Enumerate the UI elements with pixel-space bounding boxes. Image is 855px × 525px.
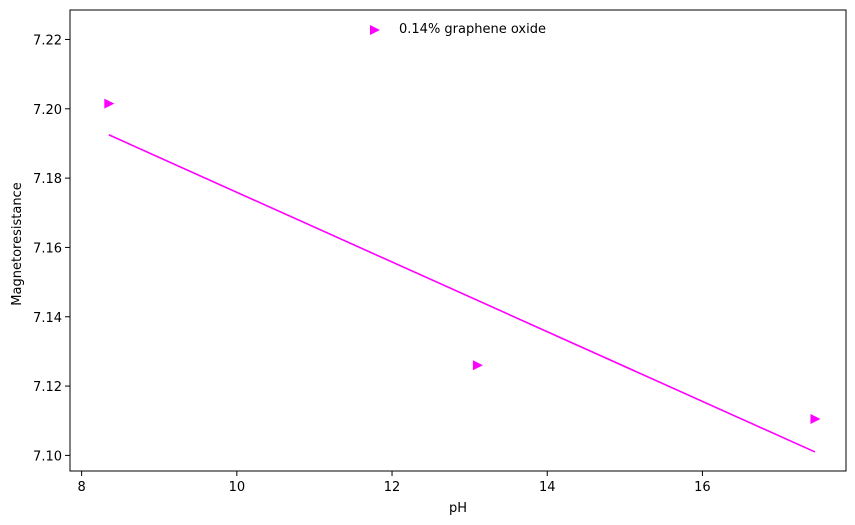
- data-points: [104, 98, 821, 425]
- y-tick-label: 7.14: [33, 311, 62, 326]
- y-tick-label: 7.16: [33, 241, 62, 256]
- y-tick-label: 7.18: [33, 172, 62, 187]
- y-axis-label: Magnetoresistance: [10, 182, 25, 305]
- y-axis-ticks: 7.10 7.12 7.14 7.16 7.18 7.20 7.22: [33, 33, 70, 464]
- fit-line-layer: [108, 134, 816, 453]
- y-tick-label: 7.20: [33, 103, 62, 118]
- data-point: [104, 98, 115, 109]
- x-tick-label: 14: [539, 480, 556, 495]
- y-tick-label: 7.22: [33, 33, 62, 48]
- x-tick-label: 16: [694, 480, 711, 495]
- data-point: [810, 414, 821, 425]
- y-tick-label: 7.12: [33, 380, 62, 395]
- data-point: [472, 360, 483, 371]
- plot-frame: [69, 9, 847, 472]
- legend-marker-icon: [370, 25, 380, 35]
- y-tick-label: 7.10: [33, 449, 62, 464]
- x-axis-label: pH: [449, 501, 467, 516]
- x-tick-label: 12: [384, 480, 401, 495]
- fit-line: [108, 134, 816, 453]
- plot-background: [70, 10, 846, 471]
- legend-label: 0.14% graphene oxide: [399, 22, 546, 37]
- x-tick-label: 10: [229, 480, 246, 495]
- x-axis-ticks: 8 10 12 14 16: [77, 471, 711, 495]
- legend: 0.14% graphene oxide: [370, 22, 546, 37]
- x-tick-label: 8: [77, 480, 85, 495]
